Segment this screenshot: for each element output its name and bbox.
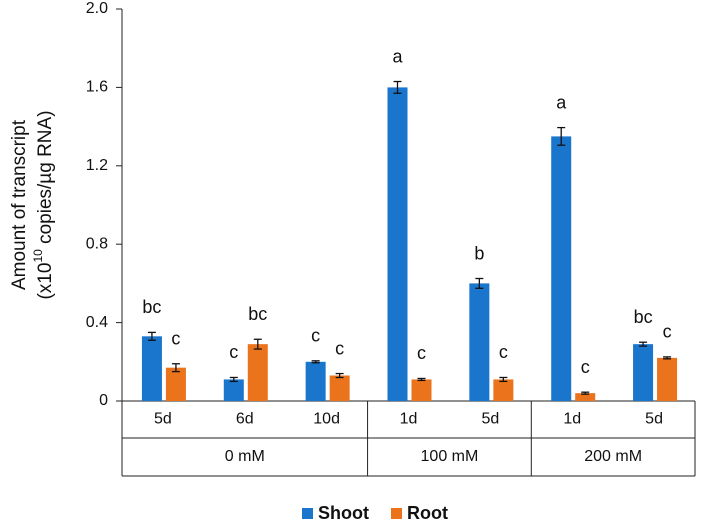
significance-letter: c bbox=[171, 329, 180, 349]
bar bbox=[165, 367, 186, 401]
y-tick-label: 0.8 bbox=[86, 235, 108, 252]
bar bbox=[223, 379, 244, 401]
bar bbox=[551, 136, 572, 401]
bar bbox=[305, 361, 326, 401]
bar bbox=[657, 357, 678, 401]
significance-letter: c bbox=[311, 326, 320, 346]
significance-letter: c bbox=[499, 342, 508, 362]
group-label: 200 mM bbox=[584, 448, 642, 465]
legend-label: Root bbox=[407, 503, 448, 523]
error-bar bbox=[253, 338, 262, 350]
error-bar bbox=[393, 80, 402, 94]
significance-letter: c bbox=[581, 357, 590, 377]
x-tick-label: 6d bbox=[236, 411, 254, 428]
legend-label: Shoot bbox=[318, 503, 369, 523]
error-bar bbox=[171, 363, 180, 373]
bar bbox=[493, 379, 514, 401]
error-bar bbox=[147, 331, 156, 341]
error-bar bbox=[311, 360, 320, 364]
bar bbox=[329, 375, 350, 401]
error-bar bbox=[557, 126, 566, 146]
significance-letter: bc bbox=[634, 307, 653, 327]
group-label: 100 mM bbox=[421, 448, 479, 465]
error-bar bbox=[335, 372, 344, 379]
significance-letter: c bbox=[229, 342, 238, 362]
significance-letter: c bbox=[335, 338, 344, 358]
x-tick-label: 1d bbox=[563, 411, 581, 428]
y-tick-label: 1.6 bbox=[86, 79, 108, 96]
y-axis-label-sup: 10 bbox=[31, 249, 45, 263]
significance-letter: a bbox=[556, 92, 567, 112]
bar bbox=[247, 344, 268, 401]
y-tick-label: 2.0 bbox=[86, 0, 108, 17]
bar bbox=[575, 393, 596, 401]
error-bar bbox=[663, 356, 672, 360]
error-bar bbox=[581, 391, 590, 395]
bar bbox=[469, 283, 490, 401]
y-axis-label: (x1010 copies/µg RNA) bbox=[31, 110, 56, 299]
y-tick-label: 0 bbox=[99, 392, 108, 409]
bar bbox=[411, 379, 432, 401]
x-tick-label: 10d bbox=[313, 411, 340, 428]
group-label: 0 mM bbox=[225, 448, 265, 465]
legend-swatch bbox=[391, 508, 402, 519]
x-tick-label: 1d bbox=[400, 411, 418, 428]
significance-letter: a bbox=[392, 46, 403, 66]
significance-letter: c bbox=[663, 322, 672, 342]
x-tick-label: 5d bbox=[481, 411, 499, 428]
x-tick-label: 5d bbox=[154, 411, 172, 428]
significance-letter: b bbox=[474, 243, 484, 263]
y-axis-label-part: (x10 bbox=[35, 263, 56, 300]
error-bar bbox=[417, 377, 426, 382]
error-bar bbox=[475, 277, 484, 289]
y-tick-label: 0.4 bbox=[86, 314, 108, 331]
significance-letter: bc bbox=[142, 297, 161, 317]
error-bar bbox=[499, 376, 508, 383]
error-bar bbox=[639, 341, 648, 347]
y-tick-label: 1.2 bbox=[86, 157, 108, 174]
legend-swatch bbox=[302, 508, 313, 519]
bar bbox=[141, 336, 162, 401]
significance-letter: bc bbox=[248, 304, 267, 324]
bar bbox=[633, 344, 654, 401]
bar bbox=[387, 87, 408, 402]
y-axis-label-part: copies/µg RNA) bbox=[35, 110, 56, 249]
error-bar bbox=[229, 376, 238, 383]
x-tick-label: 5d bbox=[645, 411, 663, 428]
y-axis-label: Amount of transcript bbox=[9, 119, 30, 290]
significance-letter: c bbox=[417, 343, 426, 363]
